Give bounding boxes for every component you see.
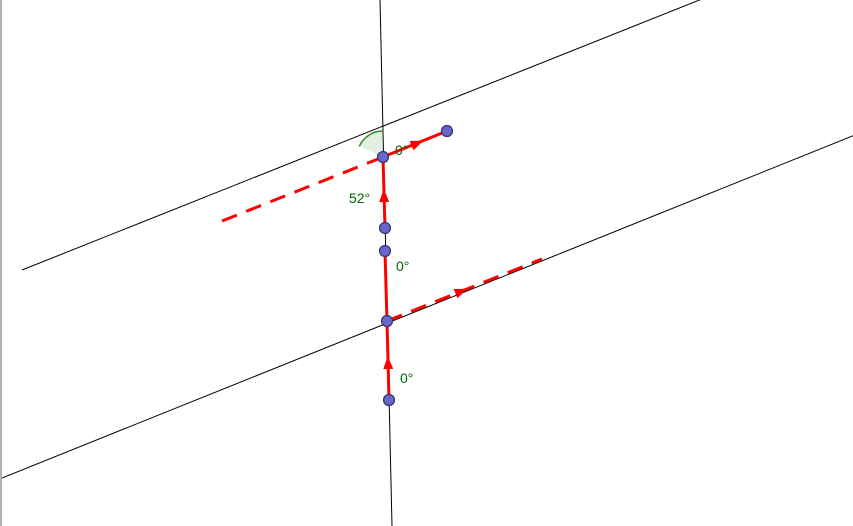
arrow-lower-up: [383, 356, 393, 369]
angle-0-c: 0°: [400, 370, 413, 386]
angle-52: 52°: [349, 190, 370, 206]
geometry-canvas: 52° 0° 0° 0°: [0, 0, 853, 526]
geometry-svg: [2, 0, 853, 526]
pt-mid-2[interactable]: [380, 246, 391, 257]
arrow-mid-up: [379, 189, 389, 202]
mid-solid-vert-2: [385, 251, 387, 321]
arrow-upper-right: [410, 136, 426, 150]
upper-dashed-left: [222, 157, 383, 221]
lower-parallel-black: [2, 135, 853, 478]
pt-upper-intersect[interactable]: [378, 152, 389, 163]
angle-0-b: 0°: [396, 258, 409, 274]
pt-lower-intersect[interactable]: [382, 316, 393, 327]
pt-bottom[interactable]: [384, 395, 395, 406]
angle-0-a: 0°: [395, 142, 408, 158]
pt-upper-right[interactable]: [442, 126, 453, 137]
pt-mid-1[interactable]: [380, 223, 391, 234]
